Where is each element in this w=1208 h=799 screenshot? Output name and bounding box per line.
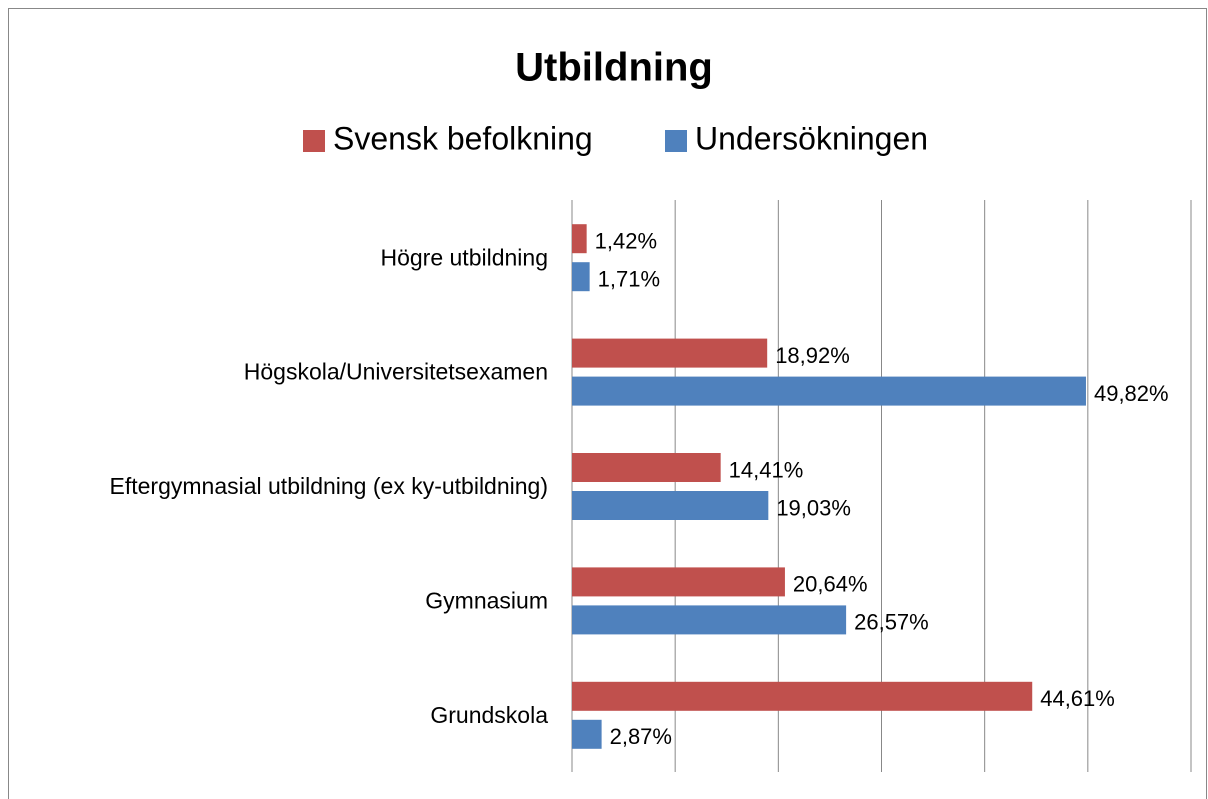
- y-tick-label: Grundskola: [430, 702, 548, 728]
- value-label: 49,82%: [1094, 381, 1169, 406]
- y-tick-label: Högre utbildning: [380, 244, 548, 270]
- chart-title: Utbildning: [515, 46, 713, 90]
- bar: [572, 567, 785, 597]
- value-label: 2,87%: [610, 724, 672, 749]
- value-label: 14,41%: [729, 457, 804, 482]
- y-tick-label: Eftergymnasial utbildning (ex ky-utbildn…: [110, 473, 549, 499]
- value-label: 1,71%: [598, 267, 660, 292]
- value-label: 44,61%: [1040, 686, 1115, 711]
- value-label: 26,57%: [854, 610, 929, 635]
- y-tick-label: Gymnasium: [425, 587, 548, 613]
- y-tick-label: Högskola/Universitetsexamen: [244, 359, 548, 385]
- value-label: 18,92%: [775, 343, 850, 368]
- legend-swatch: [303, 130, 325, 152]
- bar: [572, 376, 1086, 406]
- value-label: 20,64%: [793, 572, 868, 597]
- bar: [572, 491, 769, 520]
- bar: [572, 453, 721, 482]
- legend-label: Svensk befolkning: [333, 120, 593, 156]
- bar: [572, 719, 602, 749]
- value-label: 1,42%: [595, 229, 657, 254]
- value-label: 19,03%: [776, 495, 851, 520]
- legend-label: Undersökningen: [695, 120, 928, 156]
- bar: [572, 681, 1033, 711]
- legend-swatch: [665, 130, 687, 152]
- bar: [572, 262, 590, 292]
- bar: [572, 338, 768, 368]
- bar: [572, 224, 587, 254]
- bar: [572, 605, 847, 635]
